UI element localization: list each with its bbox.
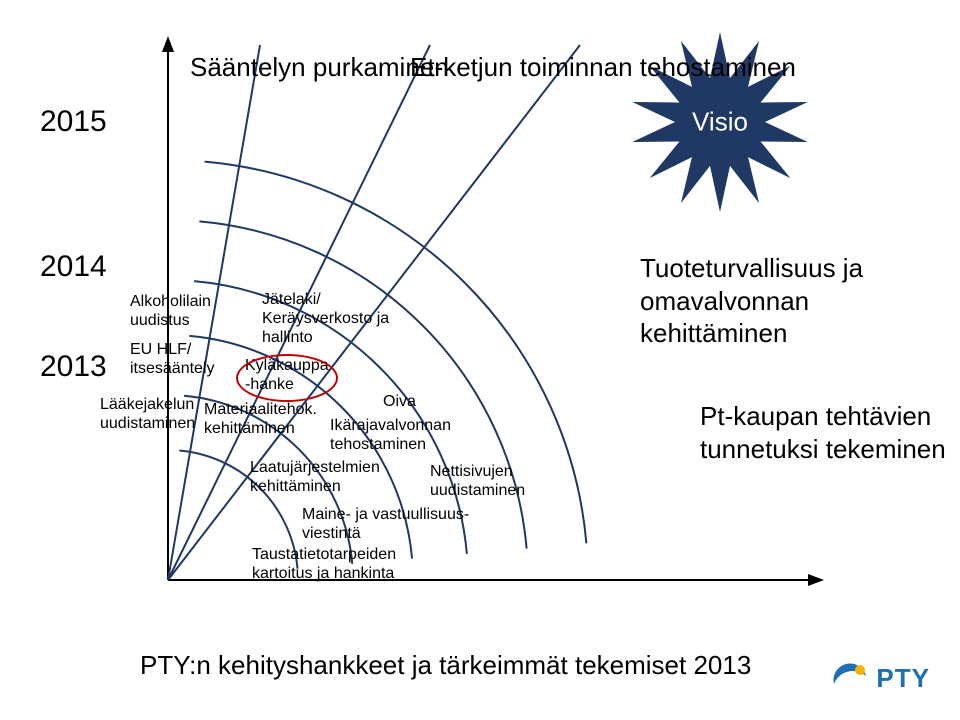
diagram-stage: Visio 2015 2014 2013 Sääntelyn purkamine… [0, 0, 960, 720]
label-oiva: Oiva [383, 392, 416, 411]
label-netti: Nettisivujen uudistaminen [430, 462, 525, 500]
label-materiaali: Materiaalitehok. kehittäminen [204, 400, 317, 438]
label-maine: Maine- ja vastuullisuus- viestintä [302, 505, 469, 543]
label-tausta: Taustatietotarpeiden kartoitus ja hankin… [252, 545, 396, 583]
right-text-top: Tuoteturvallisuus ja omavalvonnan kehitt… [640, 252, 960, 350]
label-alko: Alkoholilain uudistus [130, 292, 211, 330]
label-eu: EU HLF/ itsesääntely [130, 340, 215, 378]
svg-text:Visio: Visio [692, 107, 748, 137]
label-laatu: Laatujärjestelmien kehittäminen [250, 458, 380, 496]
logo: PTY [830, 658, 930, 698]
highlight-ellipse [236, 354, 338, 402]
logo-icon [830, 658, 870, 698]
footer-text: PTY:n kehityshankkeet ja tärkeimmät teke… [140, 650, 751, 681]
logo-text: PTY [876, 663, 930, 694]
label-laake: Lääkejakelun uudistaminen [100, 395, 195, 433]
year-2013: 2013 [40, 350, 107, 384]
year-2015: 2015 [40, 105, 107, 139]
right-text-bottom: Pt-kaupan tehtävien tunnetuksi tekeminen [700, 400, 960, 465]
title-mid: Et-ketjun toiminnan tehostaminen [410, 52, 796, 83]
year-2014: 2014 [40, 250, 107, 284]
label-jate: Jätelaki/ Keräysverkosto ja hallinto [262, 290, 389, 348]
label-ika: Ikärajavalvonnan tehostaminen [330, 416, 451, 454]
